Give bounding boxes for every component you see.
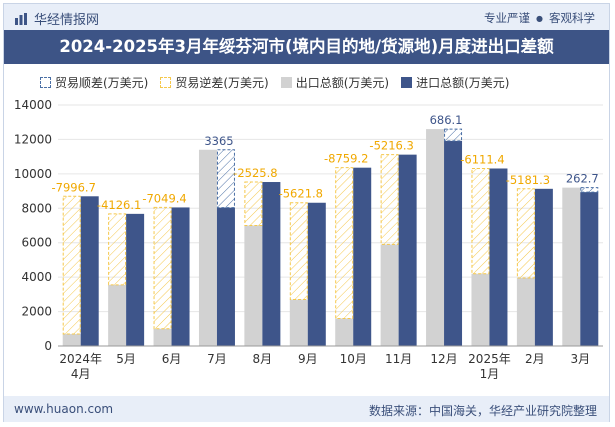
legend-swatch-deficit [160, 77, 172, 88]
balance-data-label: -7996.7 [52, 180, 96, 194]
slogan-separator: ● [536, 13, 543, 23]
x-tick-label: 8月 [253, 352, 273, 366]
import-bar[interactable] [534, 188, 553, 346]
y-tick-label: 0 [44, 339, 52, 353]
legend-label-export: 出口总额(万美元) [295, 76, 390, 90]
export-bar[interactable] [426, 129, 445, 346]
balance-data-label: -2525.8 [233, 166, 277, 180]
legend-swatch-import [401, 77, 413, 88]
import-bar[interactable] [580, 192, 599, 346]
x-tick-label: 10月 [340, 352, 367, 366]
surplus-bar[interactable] [444, 128, 463, 142]
x-tick-label: 3月 [570, 352, 590, 366]
deficit-bar[interactable] [108, 213, 127, 286]
balance-data-label: -7049.4 [142, 191, 186, 205]
y-tick-label: 8000 [21, 201, 52, 215]
x-tick-label: 5月 [116, 352, 136, 366]
axis-layer: 0 2000 4000 6000 8000 10000 12000 14000 2024年 4月 5… [14, 98, 603, 381]
surplus-bar[interactable] [580, 187, 599, 193]
deficit-bar[interactable] [471, 167, 490, 275]
bar-layer [62, 128, 599, 347]
x-tick-label: 2024年 4月 [59, 352, 102, 381]
export-bar[interactable] [289, 299, 308, 346]
import-bar[interactable] [444, 140, 463, 346]
brand-name: 华经情报网 [34, 13, 100, 28]
y-tick-label: 2000 [21, 305, 52, 319]
legend-item-surplus[interactable]: 贸易顺差(万美元) [40, 74, 148, 91]
balance-data-label: -8759.2 [324, 152, 368, 166]
balance-data-label: -4126.1 [97, 198, 141, 212]
deficit-bar[interactable] [380, 154, 399, 245]
balance-data-label: 3365 [204, 134, 233, 148]
chart-title: 2024-2025年3月年绥芬河市(境内目的地/货源地)月度进出口差额 [59, 37, 554, 56]
balance-data-label: -5216.3 [369, 139, 413, 153]
footer: www.huaon.com 数据来源：中国海关，华经产业研究院整理 [4, 396, 609, 422]
deficit-bar[interactable] [153, 206, 172, 330]
x-tick-label: 6月 [162, 352, 182, 366]
balance-data-label: -6111.4 [460, 152, 504, 166]
surplus-bar[interactable] [216, 149, 235, 209]
import-bar[interactable] [353, 167, 372, 346]
y-tick-label: 12000 [14, 132, 52, 146]
export-bar[interactable] [335, 318, 354, 346]
balance-data-label: -5621.8 [279, 187, 323, 201]
slogan-professional: 专业严谨 [484, 11, 531, 25]
legend: 贸易顺差(万美元) 贸易逆差(万美元) 出口总额(万美元) 进口总额(万美元) [40, 74, 522, 91]
x-tick-label: 9月 [298, 352, 318, 366]
title-bar: 2024-2025年3月年绥芬河市(境内目的地/货源地)月度进出口差额 [4, 30, 609, 64]
legend-item-deficit[interactable]: 贸易逆差(万美元) [160, 74, 269, 91]
y-tick-label: 10000 [14, 167, 52, 181]
x-tick-label: 12月 [430, 352, 457, 366]
deficit-bar[interactable] [289, 202, 308, 301]
import-bar[interactable] [262, 182, 281, 346]
import-bar[interactable] [489, 168, 508, 346]
huajing-logo-icon [15, 12, 27, 25]
legend-swatch-export [280, 77, 292, 88]
y-tick-label: 6000 [21, 236, 52, 250]
legend-item-export[interactable]: 出口总额(万美元) [280, 74, 390, 91]
y-tick-label: 4000 [21, 270, 52, 284]
balance-data-label: -5181.3 [506, 173, 550, 187]
export-bar[interactable] [516, 278, 535, 346]
legend-label-surplus: 贸易顺差(万美元) [55, 76, 149, 90]
legend-item-import[interactable]: 进口总额(万美元) [401, 74, 510, 91]
x-tick-label: 11月 [385, 352, 412, 366]
legend-label-import: 进口总额(万美元) [416, 76, 510, 90]
slogan: 专业严谨 ● 客观科学 [484, 10, 595, 26]
export-bar[interactable] [108, 284, 127, 346]
slogan-objective: 客观科学 [549, 11, 595, 25]
legend-swatch-surplus [40, 77, 51, 88]
export-bar[interactable] [380, 244, 399, 346]
x-tick-label: 2月 [525, 352, 545, 366]
x-tick-label: 7月 [207, 352, 227, 366]
footer-data-source: 数据来源：中国海关，华经产业研究院整理 [368, 404, 597, 418]
deficit-bar[interactable] [244, 181, 263, 226]
footer-website-link[interactable]: www.huaon.com [14, 402, 114, 416]
deficit-bar[interactable] [62, 195, 81, 335]
export-bar[interactable] [562, 187, 581, 346]
label-layer: -7996.7-4126.1 -7049.4 3365 -2525.8-5621.8 -… [52, 113, 599, 212]
brand[interactable]: 华经情报网 [14, 9, 99, 28]
import-bar[interactable] [216, 207, 235, 346]
import-bar[interactable] [80, 196, 99, 346]
x-tick-label: 2025年 1月 [468, 352, 511, 381]
import-bar[interactable] [398, 154, 417, 346]
export-bar[interactable] [198, 149, 217, 346]
export-bar[interactable] [153, 328, 172, 346]
import-bar[interactable] [307, 202, 326, 346]
deficit-bar[interactable] [335, 167, 354, 319]
balance-data-label: 686.1 [430, 113, 463, 127]
top-bar: 华经情报网 专业严谨 ● 客观科学 [4, 4, 609, 30]
import-bar[interactable] [126, 213, 145, 346]
balance-data-label: 262.7 [566, 172, 599, 186]
export-bar[interactable] [471, 273, 490, 346]
import-bar[interactable] [171, 207, 190, 346]
legend-label-deficit: 贸易逆差(万美元) [175, 76, 269, 90]
export-bar[interactable] [62, 333, 81, 346]
export-bar[interactable] [244, 225, 263, 347]
y-tick-label: 14000 [14, 98, 52, 112]
deficit-bar[interactable] [516, 188, 535, 279]
